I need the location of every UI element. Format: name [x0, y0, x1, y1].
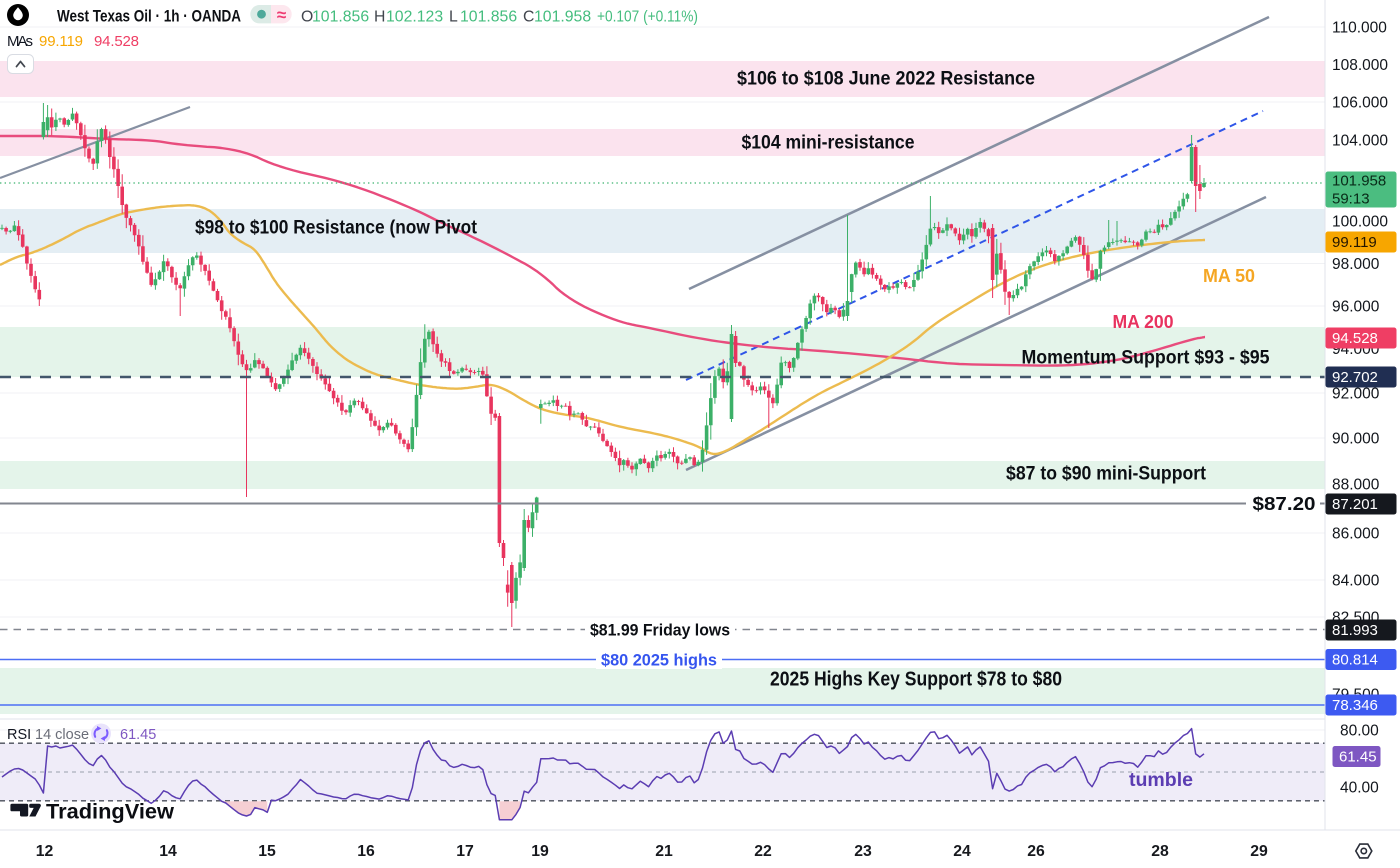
svg-text:$104 mini-resistance: $104 mini-resistance [742, 133, 915, 154]
svg-text:92.702: 92.702 [1332, 369, 1378, 386]
svg-text:≈: ≈ [277, 6, 286, 25]
svg-text:12: 12 [36, 843, 54, 860]
svg-text:tumble: tumble [1129, 769, 1193, 791]
svg-text:101.856: 101.856 [312, 9, 369, 26]
svg-text:106.000: 106.000 [1332, 95, 1388, 112]
svg-text:MA 200: MA 200 [1113, 312, 1174, 332]
svg-text:14: 14 [159, 843, 177, 860]
svg-text:28: 28 [1151, 843, 1169, 860]
svg-text:110.000: 110.000 [1332, 20, 1387, 37]
svg-text:MA 50: MA 50 [1203, 266, 1255, 286]
svg-text:L: L [449, 9, 458, 26]
svg-text:+0.107 (+0.11%): +0.107 (+0.11%) [597, 9, 698, 26]
svg-text:21: 21 [655, 843, 673, 860]
svg-text:C: C [523, 9, 534, 26]
svg-text:90.000: 90.000 [1332, 431, 1380, 448]
svg-text:101.958: 101.958 [534, 9, 591, 26]
svg-text:$87.20: $87.20 [1253, 494, 1316, 514]
svg-text:80.00: 80.00 [1340, 723, 1379, 740]
svg-text:61.45: 61.45 [120, 727, 156, 743]
svg-text:102.123: 102.123 [386, 9, 443, 26]
svg-text:87.201: 87.201 [1332, 496, 1378, 513]
svg-text:29: 29 [1250, 843, 1268, 860]
svg-text:Momentum Support $93 - $95: Momentum Support $93 - $95 [1022, 348, 1270, 369]
svg-text:59:13: 59:13 [1332, 191, 1370, 208]
svg-text:84.000: 84.000 [1332, 573, 1380, 590]
svg-text:101.856: 101.856 [460, 9, 517, 26]
svg-text:40.00: 40.00 [1340, 780, 1379, 797]
svg-text:24: 24 [953, 843, 971, 860]
svg-text:$98 to $100 Resistance (now Pi: $98 to $100 Resistance (now Pivot [195, 218, 478, 239]
svg-text:17: 17 [456, 843, 474, 860]
svg-text:86.000: 86.000 [1332, 526, 1380, 543]
svg-text:98.000: 98.000 [1332, 256, 1380, 273]
svg-text:15: 15 [258, 843, 276, 860]
svg-text:H: H [374, 9, 385, 26]
svg-text:19: 19 [531, 843, 549, 860]
svg-text:104.000: 104.000 [1332, 133, 1388, 150]
svg-text:96.000: 96.000 [1332, 299, 1380, 316]
svg-text:O: O [301, 9, 313, 26]
svg-text:101.958: 101.958 [1332, 173, 1386, 190]
svg-text:108.000: 108.000 [1332, 57, 1388, 74]
svg-text:78.346: 78.346 [1332, 697, 1378, 714]
svg-text:MAs: MAs [7, 33, 33, 50]
svg-text:81.993: 81.993 [1332, 622, 1378, 639]
svg-text:$80 2025 highs: $80 2025 highs [601, 651, 717, 670]
svg-text:$106 to $108 June 2022 Resista: $106 to $108 June 2022 Resistance [737, 69, 1035, 90]
svg-text:80.814: 80.814 [1332, 652, 1378, 669]
svg-text:88.000: 88.000 [1332, 477, 1380, 494]
svg-text:100.000: 100.000 [1332, 214, 1388, 231]
svg-text:94.528: 94.528 [1332, 330, 1378, 347]
svg-text:92.000: 92.000 [1332, 386, 1380, 403]
svg-text:99.119: 99.119 [1332, 234, 1377, 251]
svg-text:TradingView: TradingView [46, 801, 175, 824]
svg-text:26: 26 [1027, 843, 1045, 860]
svg-text:61.45: 61.45 [1339, 749, 1377, 766]
svg-text:$81.99 Friday lows: $81.99 Friday lows [590, 621, 730, 640]
svg-text:99.119: 99.119 [39, 33, 83, 50]
svg-text:RSI: RSI [7, 727, 31, 743]
svg-text:22: 22 [754, 843, 772, 860]
svg-text:94.528: 94.528 [94, 33, 139, 50]
svg-text:14 close: 14 close [35, 727, 89, 743]
svg-text:2025 Highs Key Support $78 to: 2025 Highs Key Support $78 to $80 [770, 669, 1062, 691]
svg-text:16: 16 [357, 843, 375, 860]
svg-text:West Texas Oil · 1h · OANDA: West Texas Oil · 1h · OANDA [57, 7, 241, 26]
svg-text:23: 23 [854, 843, 872, 860]
svg-text:$87 to $90 mini-Support: $87 to $90 mini-Support [1006, 464, 1207, 485]
